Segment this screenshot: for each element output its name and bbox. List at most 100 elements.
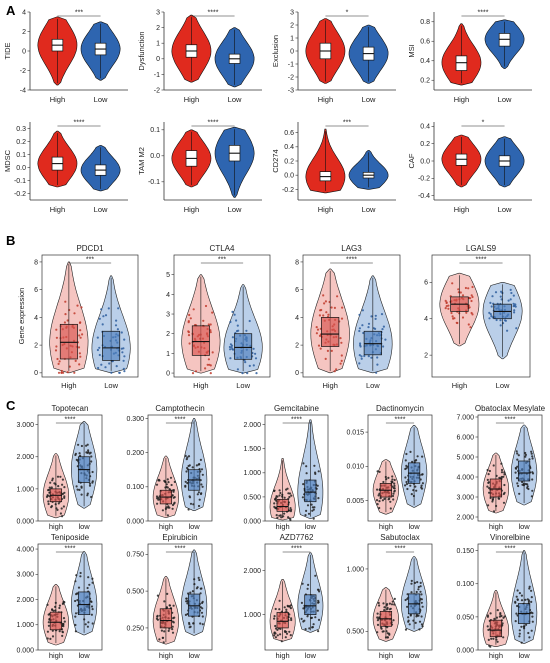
data-point: [163, 479, 166, 482]
data-point: [209, 364, 212, 367]
data-point: [530, 596, 533, 599]
data-point: [406, 597, 409, 601]
y-tick-label: 6: [34, 287, 38, 294]
data-point: [90, 495, 93, 499]
data-point: [236, 324, 239, 327]
data-point: [359, 342, 362, 345]
data-point: [486, 478, 489, 481]
data-point: [61, 602, 64, 606]
data-point: [493, 617, 496, 621]
data-point: [486, 485, 489, 488]
data-point: [314, 471, 317, 474]
data-point: [171, 631, 175, 634]
data-point: [255, 372, 258, 375]
data-point: [404, 467, 407, 471]
data-point: [55, 336, 59, 339]
box-low: [304, 479, 317, 503]
data-point: [285, 632, 289, 635]
data-point: [374, 314, 377, 317]
data-point: [507, 299, 510, 302]
data-point: [187, 508, 190, 511]
data-point: [316, 609, 319, 612]
data-point: [326, 349, 329, 352]
data-point: [490, 637, 493, 640]
box-high: [49, 611, 63, 631]
data-point: [513, 309, 516, 312]
data-point: [381, 499, 384, 502]
data-point: [167, 481, 170, 484]
data-point: [184, 480, 187, 483]
data-point: [280, 640, 283, 643]
data-point: [49, 481, 52, 484]
data-point: [528, 636, 531, 639]
data-point: [273, 631, 276, 634]
chart-title: Camptothecin: [155, 404, 204, 413]
data-point: [172, 496, 175, 499]
data-point: [501, 622, 504, 625]
data-point: [319, 347, 322, 350]
data-point: [516, 452, 519, 455]
data-point: [530, 589, 533, 592]
data-point: [492, 510, 496, 513]
data-point: [165, 606, 168, 609]
data-point: [191, 590, 194, 593]
data-point: [502, 492, 505, 496]
data-point: [445, 305, 448, 308]
data-point: [393, 487, 396, 490]
data-point: [61, 630, 64, 633]
data-point: [61, 483, 64, 486]
data-point: [469, 297, 472, 300]
significance-label: *: [482, 120, 485, 127]
data-point: [407, 619, 410, 622]
category-label: high: [49, 522, 63, 531]
data-point: [410, 591, 413, 594]
data-point: [283, 512, 286, 515]
data-point: [503, 483, 506, 487]
data-point: [200, 468, 204, 471]
y-tick-label: -0.2: [418, 176, 430, 183]
data-point: [414, 621, 417, 625]
data-point: [207, 358, 210, 361]
data-point: [79, 575, 82, 578]
data-point: [161, 636, 165, 639]
category-label: Low: [362, 205, 376, 214]
y-tick-label: 2.000: [243, 422, 261, 429]
data-point: [189, 625, 192, 628]
data-point: [407, 616, 410, 619]
category-label: Low: [94, 205, 108, 214]
data-point: [322, 314, 325, 317]
data-point: [318, 314, 321, 317]
data-point: [300, 617, 303, 621]
y-tick-label: 0.0: [16, 165, 26, 172]
data-point: [104, 314, 108, 317]
y-tick-label: 8: [34, 259, 38, 266]
data-point: [209, 372, 212, 375]
category-label: High: [318, 95, 333, 104]
data-point: [289, 607, 292, 610]
data-point: [518, 492, 521, 495]
data-point: [531, 620, 534, 623]
data-point: [187, 320, 190, 323]
data-point: [531, 612, 534, 615]
data-point: [163, 630, 166, 633]
data-point: [524, 451, 527, 455]
data-point: [104, 366, 107, 369]
plot-frame: [477, 543, 543, 651]
y-tick-label: 0.4: [284, 144, 294, 151]
data-point: [211, 351, 214, 354]
data-point: [274, 636, 277, 639]
data-point: [87, 451, 90, 454]
data-point: [78, 352, 81, 355]
data-point: [278, 608, 281, 611]
data-point: [471, 285, 474, 289]
data-point: [376, 631, 379, 634]
category-label: High: [318, 205, 333, 214]
data-point: [376, 616, 379, 619]
y-tick-label: 0.000: [126, 518, 144, 525]
data-point: [377, 494, 380, 497]
significance-label: ****: [395, 546, 406, 553]
data-point: [86, 492, 89, 495]
data-point: [285, 488, 288, 491]
data-point: [186, 466, 189, 470]
data-point: [288, 630, 291, 633]
